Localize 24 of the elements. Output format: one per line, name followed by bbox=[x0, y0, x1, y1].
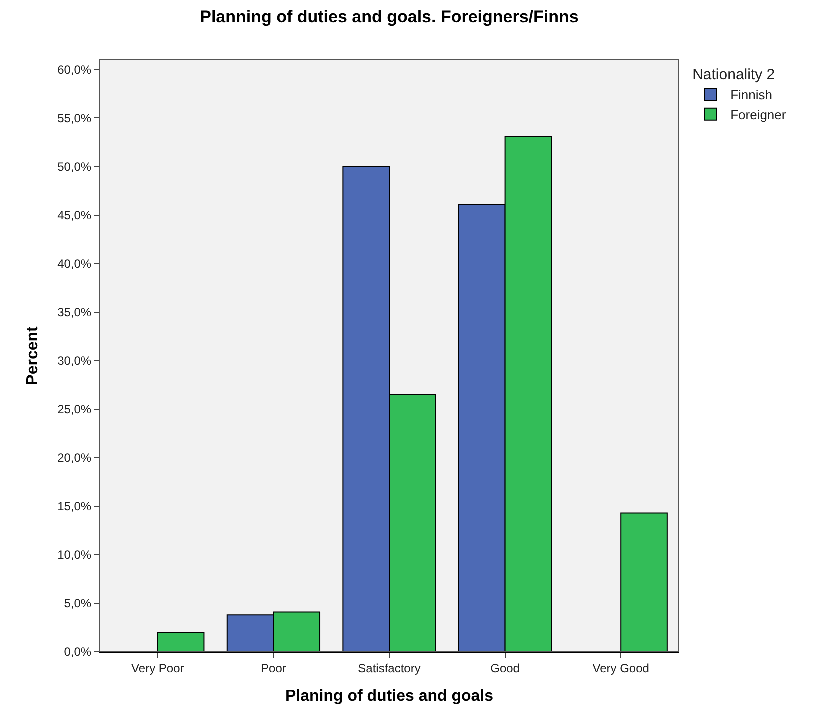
y-tick-label: 20,0% bbox=[58, 451, 92, 466]
y-tick-label: 60,0% bbox=[58, 62, 92, 77]
y-tick-label: 10,0% bbox=[58, 548, 92, 562]
x-axis-title: Planing of duties and goals bbox=[285, 688, 494, 706]
y-tick-label: 50,0% bbox=[58, 160, 92, 174]
x-tick-label: Very Poor bbox=[132, 661, 184, 676]
y-tick-label: 55,0% bbox=[58, 111, 92, 126]
chart-title: Planning of duties and goals. Foreigners/Finns bbox=[200, 8, 579, 27]
x-tick-label: Very Good bbox=[592, 661, 650, 676]
x-tick-label: Poor bbox=[261, 661, 286, 676]
y-tick-label: 40,0% bbox=[58, 257, 92, 271]
y-tick-label: 0,0% bbox=[64, 645, 92, 660]
legend-label: Finnish bbox=[730, 88, 772, 103]
y-tick-label: 5,0% bbox=[64, 596, 92, 611]
y-tick-label: 45,0% bbox=[58, 208, 92, 222]
y-tick-label: 25,0% bbox=[58, 402, 92, 417]
legend-label: Foreigner bbox=[730, 107, 787, 122]
y-axis-title: Percent bbox=[24, 326, 42, 386]
legend-title: Nationality 2 bbox=[692, 66, 776, 84]
y-tick-label: 15,0% bbox=[58, 500, 92, 514]
y-tick-label: 35,0% bbox=[58, 306, 92, 320]
x-tick-label: Good bbox=[490, 661, 520, 676]
x-tick-label: Satisfactory bbox=[358, 661, 421, 676]
y-tick-label: 30,0% bbox=[58, 354, 92, 368]
